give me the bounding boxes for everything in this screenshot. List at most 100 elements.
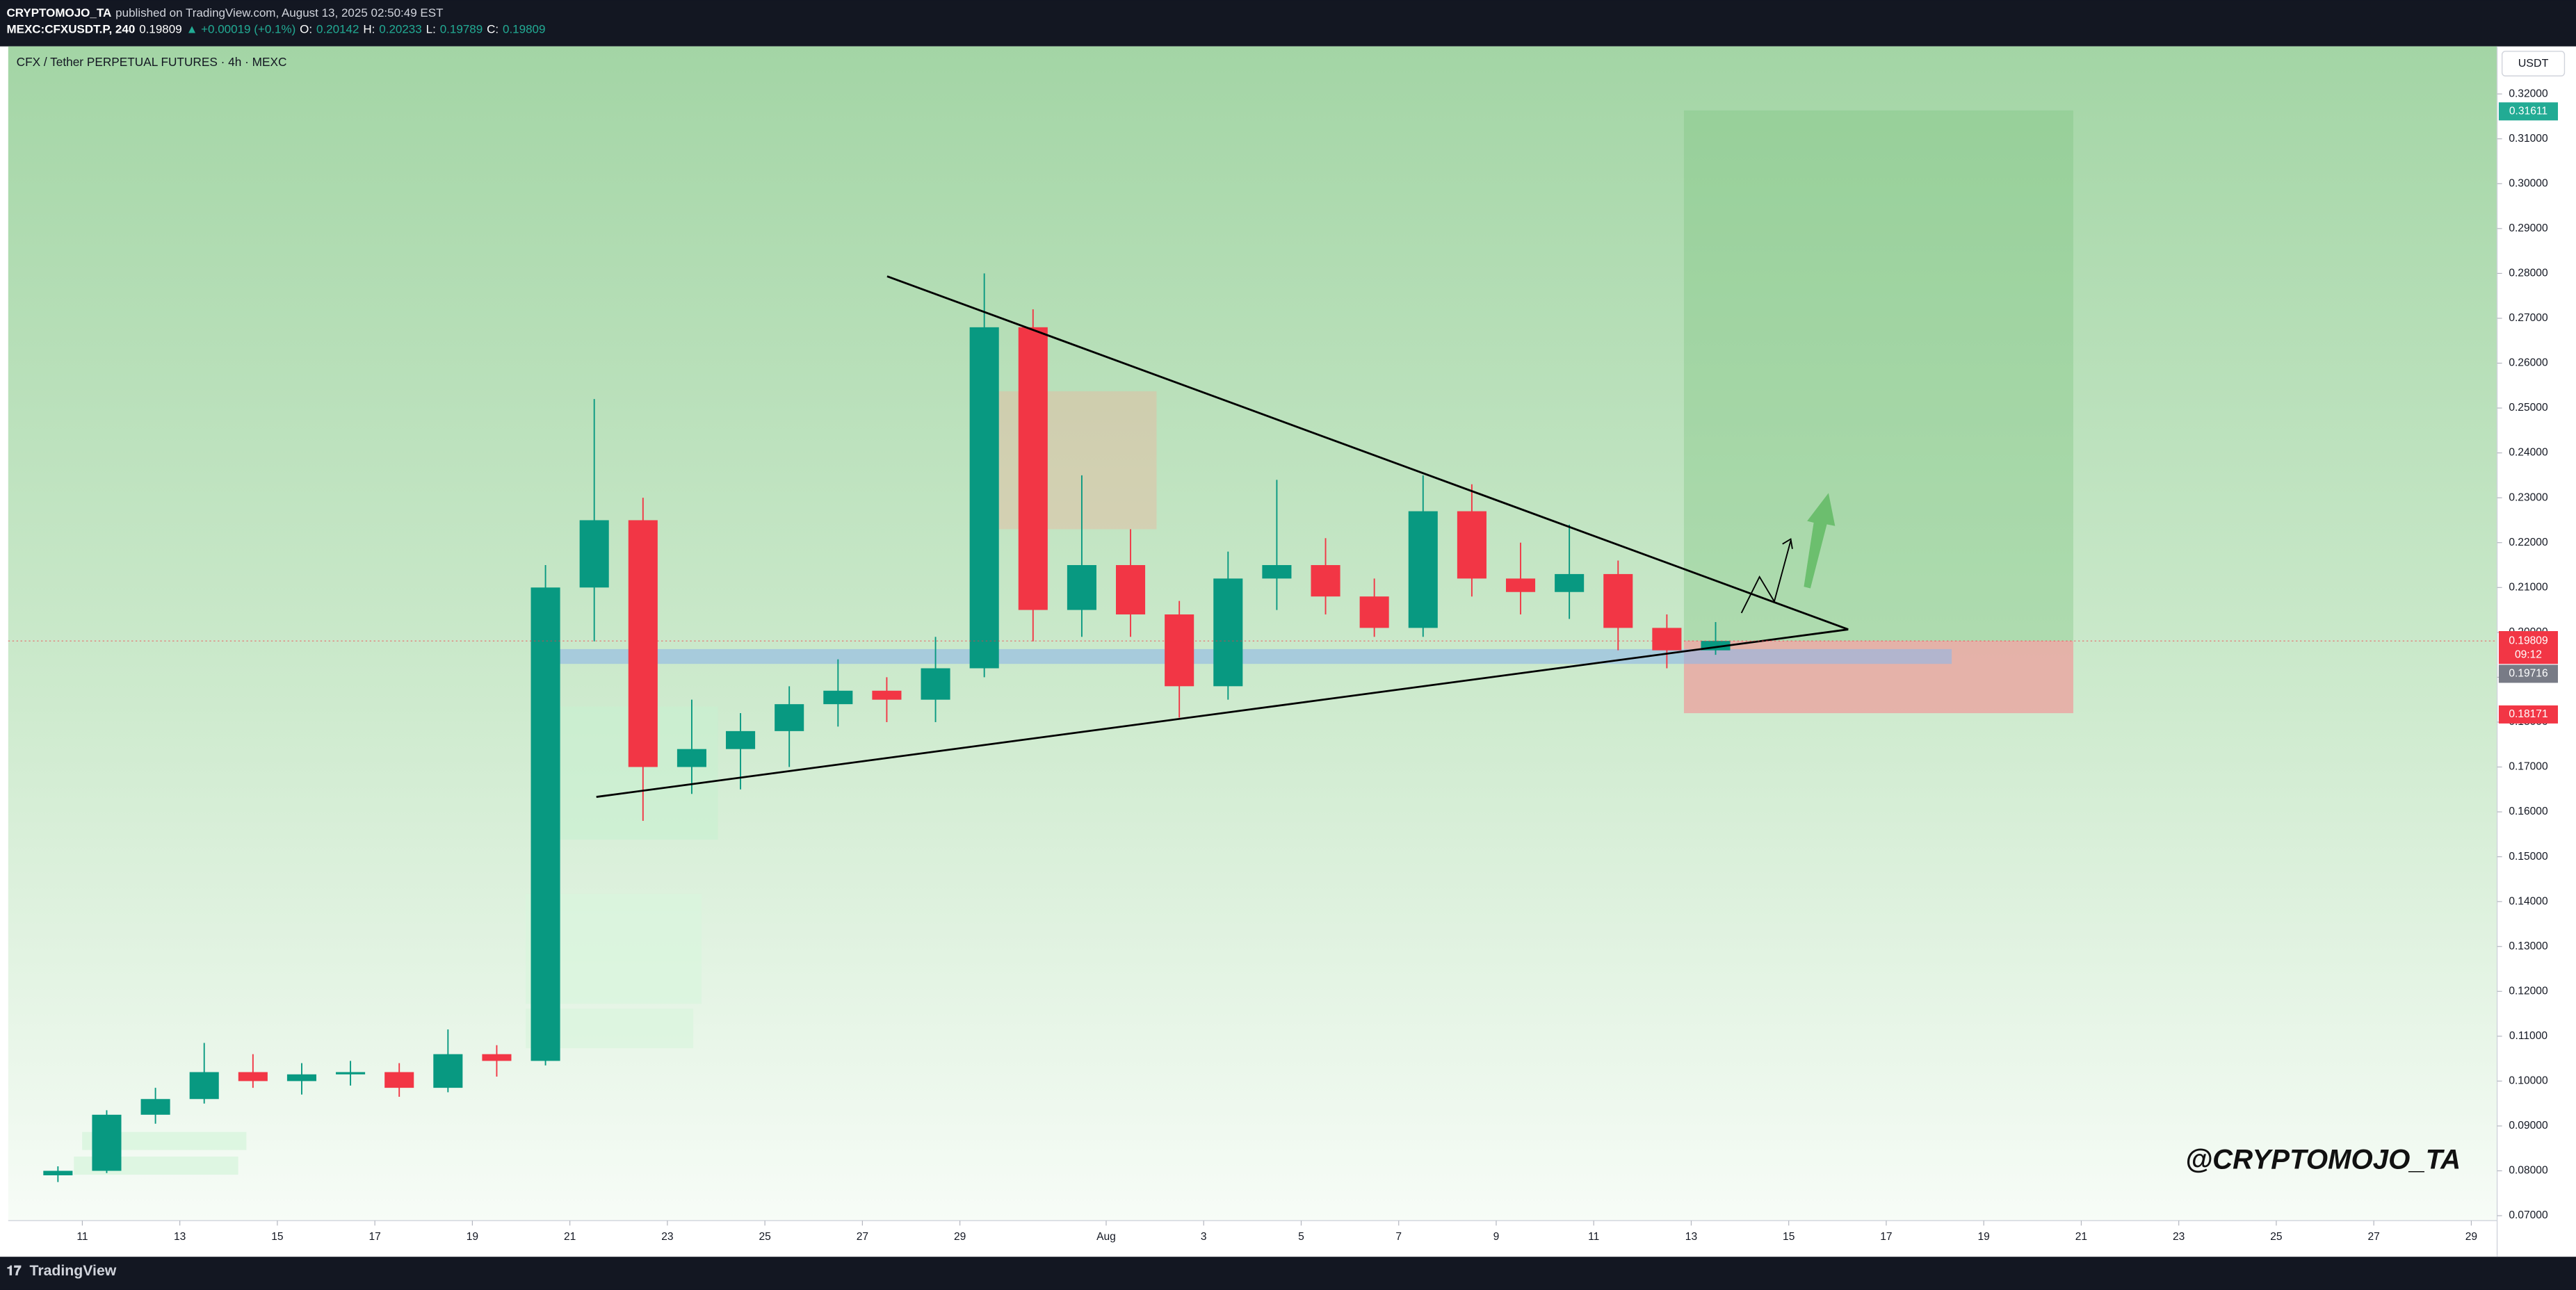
candle-body <box>189 1072 219 1100</box>
candle-body <box>238 1072 268 1081</box>
candle-body <box>433 1054 463 1088</box>
candle-body <box>1213 578 1243 687</box>
candle-body <box>969 327 999 669</box>
candle-body <box>1067 565 1096 610</box>
candle-body <box>336 1072 366 1075</box>
price-marker-label: 0.19716 <box>2509 668 2547 680</box>
x-tick-label: 25 <box>2270 1231 2283 1243</box>
target-zone <box>1683 110 2073 642</box>
candle-body <box>92 1114 122 1171</box>
ohlc-value: 0.19809 <box>503 23 545 36</box>
candle-body <box>677 749 706 767</box>
lower-trendline <box>596 628 1849 798</box>
x-tick-label: 19 <box>1978 1231 1990 1243</box>
bullish-arrow <box>1804 493 1836 589</box>
y-tick-label: 0.16000 <box>2509 806 2548 817</box>
y-tick-label: 0.22000 <box>2509 537 2548 548</box>
y-tick-label: 0.07000 <box>2509 1209 2548 1221</box>
candle-body <box>628 520 658 767</box>
x-tick-label: 21 <box>2075 1231 2087 1243</box>
y-tick-label: 0.11000 <box>2509 1030 2547 1042</box>
x-tick-label: 15 <box>1783 1231 1795 1243</box>
candle-body <box>1505 578 1536 592</box>
candle-body <box>1262 565 1292 579</box>
candle-body <box>921 668 950 700</box>
header: CRYPTOMOJO_TA published on TradingView.co… <box>6 6 545 36</box>
currency-box <box>2501 51 2566 76</box>
y-tick-label: 0.09000 <box>2509 1120 2548 1132</box>
y-tick-label: 0.10000 <box>2509 1075 2548 1087</box>
support-band <box>533 648 1952 664</box>
y-tick-label: 0.30000 <box>2509 177 2548 189</box>
watermark: @CRYPTOMOJO_TA <box>2185 1144 2461 1175</box>
price-marker <box>2498 705 2559 724</box>
x-tick-label: 11 <box>76 1231 88 1243</box>
candle-body <box>286 1074 316 1081</box>
y-tick-label: 0.23000 <box>2509 491 2548 503</box>
y-tick-label: 0.12000 <box>2509 985 2548 997</box>
x-tick-label: 27 <box>857 1231 868 1243</box>
projection-arrowhead <box>1782 538 1793 549</box>
candle-body <box>1116 565 1146 615</box>
ohlc-value: 0.20233 <box>379 23 421 36</box>
axes: 0.07000 0.08000 0.09000 0.10000 0.11000 0.120… <box>8 88 2559 1243</box>
countdown: 09:12 <box>2515 648 2542 660</box>
supply-box <box>982 391 1157 530</box>
zones <box>74 110 2073 1175</box>
candle-body <box>1652 628 1682 651</box>
candle-body <box>1603 573 1633 628</box>
x-tick-label: 29 <box>954 1231 966 1243</box>
y-tick-label: 0.26000 <box>2509 357 2548 369</box>
x-tick-label: 29 <box>2465 1231 2477 1243</box>
candle-body <box>1555 573 1585 592</box>
y-tick-label: 0.15000 <box>2509 851 2548 863</box>
candle-body <box>775 704 804 731</box>
ohlc-value: 0.19789 <box>440 23 483 36</box>
y-tick-label: 0.13000 <box>2509 940 2548 952</box>
candle-body <box>530 587 560 1061</box>
price-marker-label: 0.18171 <box>2509 708 2547 720</box>
x-tick-label: Aug <box>1096 1231 1116 1243</box>
candle-body <box>1359 596 1389 628</box>
x-tick-label: 11 <box>1588 1231 1599 1243</box>
last-price: 0.19809 <box>139 23 181 36</box>
candle-body <box>43 1170 73 1175</box>
y-tick-label: 0.25000 <box>2509 402 2548 414</box>
x-tick-label: 5 <box>1298 1231 1304 1243</box>
x-tick-label: 21 <box>564 1231 576 1243</box>
candle-body <box>579 520 609 588</box>
price-marker <box>2498 664 2559 683</box>
candle-body <box>1165 614 1194 687</box>
candle-body <box>1408 511 1438 628</box>
currency: USDT <box>2518 57 2549 70</box>
candle-body <box>1018 327 1048 610</box>
ohlc-value: 0.20142 <box>316 23 359 36</box>
x-tick-label: 23 <box>2173 1231 2185 1243</box>
x-tick-label: 13 <box>1685 1231 1697 1243</box>
candle-body <box>823 690 853 705</box>
footer-brand: TradingView <box>30 1262 117 1279</box>
candle-body <box>482 1054 512 1061</box>
projection-path <box>1740 540 1792 614</box>
ohlc-label: H: <box>363 23 375 36</box>
price-marker-label: 0.19809 <box>2509 635 2547 646</box>
candle-body <box>872 690 902 700</box>
chart-title: CFX / Tether PERPETUAL FUTURES · 4h · ME… <box>17 55 287 69</box>
candle-body <box>140 1099 170 1115</box>
ohlc-label: C: <box>487 23 499 36</box>
x-tick-label: 19 <box>467 1231 478 1243</box>
ohlc-label: O: <box>300 23 312 36</box>
x-tick-label: 7 <box>1395 1231 1402 1243</box>
candle-body <box>384 1072 414 1088</box>
upper-trendline <box>886 275 1849 630</box>
y-tick-label: 0.17000 <box>2509 761 2548 773</box>
plot-background <box>8 46 2497 1221</box>
candle-body <box>726 730 756 749</box>
y-tick-label: 0.29000 <box>2509 222 2548 234</box>
publisher: CRYPTOMOJO_TA <box>6 6 111 19</box>
x-tick-label: 13 <box>174 1231 186 1243</box>
drawings <box>596 275 1849 798</box>
price-marker <box>2498 102 2559 121</box>
